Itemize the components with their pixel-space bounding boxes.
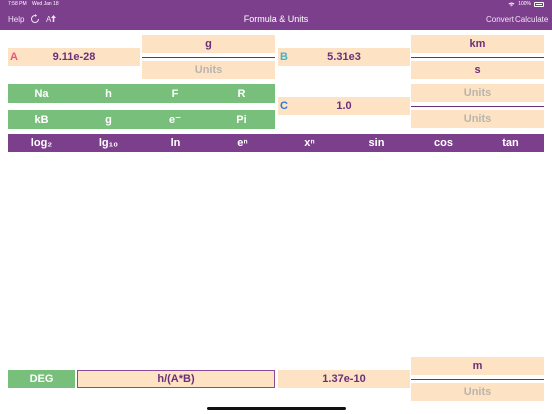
var-c-value: 1.0 xyxy=(336,100,352,112)
font-size-button[interactable]: A xyxy=(46,15,57,25)
arrow-up-icon xyxy=(51,15,57,22)
constant-kb-button[interactable]: kB xyxy=(34,113,49,126)
var-a-value-field[interactable]: A 9.11e-28 xyxy=(8,48,140,66)
constant-electron-button[interactable]: e⁻ xyxy=(169,114,181,126)
func-sin-button[interactable]: sin xyxy=(368,137,385,149)
var-a-unit-numerator-text: g xyxy=(205,38,212,50)
var-b-value: 5.31e3 xyxy=(327,51,361,63)
constant-f-button[interactable]: F xyxy=(171,87,179,100)
help-button[interactable]: Help xyxy=(8,15,25,24)
status-time: 7:58 PM xyxy=(8,1,27,7)
angle-mode-label: DEG xyxy=(29,373,54,385)
refresh-button[interactable] xyxy=(30,14,40,27)
var-b-unit-divider xyxy=(411,57,544,58)
func-cos-button[interactable]: cos xyxy=(434,137,453,149)
wifi-icon xyxy=(508,2,515,6)
var-a-unit-denominator[interactable]: Units xyxy=(142,61,275,79)
font-size-label: A xyxy=(46,15,52,24)
var-c-label: C xyxy=(280,100,288,112)
battery-icon xyxy=(534,1,544,7)
app-header: 7:58 PM Wed Jan 18 100% Help A Formula &… xyxy=(0,0,552,30)
result-field: 1.37e-10 xyxy=(278,370,410,388)
result-unit-numerator[interactable]: m xyxy=(411,357,544,375)
var-a-label: A xyxy=(10,51,18,63)
var-a-unit-denominator-text: Units xyxy=(194,64,223,76)
status-time-date: 7:58 PM Wed Jan 18 xyxy=(8,1,59,7)
convert-button[interactable]: Convert xyxy=(486,15,515,24)
constant-g-button[interactable]: g xyxy=(105,113,112,126)
formula-input[interactable]: h/(A*B) xyxy=(77,370,275,388)
var-c-unit-divider xyxy=(411,106,544,107)
constant-r-button[interactable]: R xyxy=(237,87,246,100)
func-tan-button[interactable]: tan xyxy=(502,137,519,149)
var-b-unit-numerator[interactable]: km xyxy=(411,35,544,53)
var-b-label: B xyxy=(280,51,288,63)
var-c-value-field[interactable]: C 1.0 xyxy=(278,97,410,115)
var-b-unit-numerator-text: km xyxy=(469,38,486,50)
status-indicators: 100% xyxy=(508,1,544,7)
var-a-value: 9.11e-28 xyxy=(52,51,96,63)
constant-na-button[interactable]: Na xyxy=(34,87,49,100)
result-unit-denominator-text: Units xyxy=(463,386,492,398)
angle-mode-button[interactable]: DEG xyxy=(8,370,75,388)
function-bar xyxy=(8,134,544,152)
func-lg10-button[interactable]: lg₁₀ xyxy=(98,137,119,149)
constant-h-button[interactable]: h xyxy=(105,87,112,100)
var-b-unit-denominator[interactable]: s xyxy=(411,61,544,79)
constants-row-1 xyxy=(8,84,275,103)
func-ln-button[interactable]: ln xyxy=(170,137,181,149)
constant-pi-button[interactable]: Pi xyxy=(236,113,247,126)
calculate-button[interactable]: Calculate xyxy=(515,15,549,24)
var-a-unit-divider xyxy=(142,57,275,58)
home-indicator[interactable] xyxy=(207,407,346,410)
var-c-unit-numerator-text: Units xyxy=(463,87,492,99)
status-date: Wed Jan 18 xyxy=(32,1,59,7)
var-c-unit-denominator-text: Units xyxy=(463,113,492,125)
constants-row-2 xyxy=(8,110,275,129)
var-c-unit-denominator[interactable]: Units xyxy=(411,110,544,128)
refresh-icon xyxy=(31,14,39,23)
page-title: Formula & Units xyxy=(243,14,309,24)
func-power-button[interactable]: xⁿ xyxy=(304,137,315,149)
battery-percent: 100% xyxy=(518,1,531,7)
var-a-unit-numerator[interactable]: g xyxy=(142,35,275,53)
func-exp-button[interactable]: eⁿ xyxy=(237,137,248,149)
result-unit-divider xyxy=(411,379,544,380)
formula-text: h/(A*B) xyxy=(157,373,195,385)
result-unit-numerator-text: m xyxy=(472,360,483,372)
var-b-unit-denominator-text: s xyxy=(474,64,481,76)
result-value: 1.37e-10 xyxy=(322,373,366,385)
func-log2-button[interactable]: log₂ xyxy=(30,137,53,149)
result-unit-denominator[interactable]: Units xyxy=(411,383,544,401)
var-b-value-field[interactable]: B 5.31e3 xyxy=(278,48,410,66)
var-c-unit-numerator[interactable]: Units xyxy=(411,84,544,102)
